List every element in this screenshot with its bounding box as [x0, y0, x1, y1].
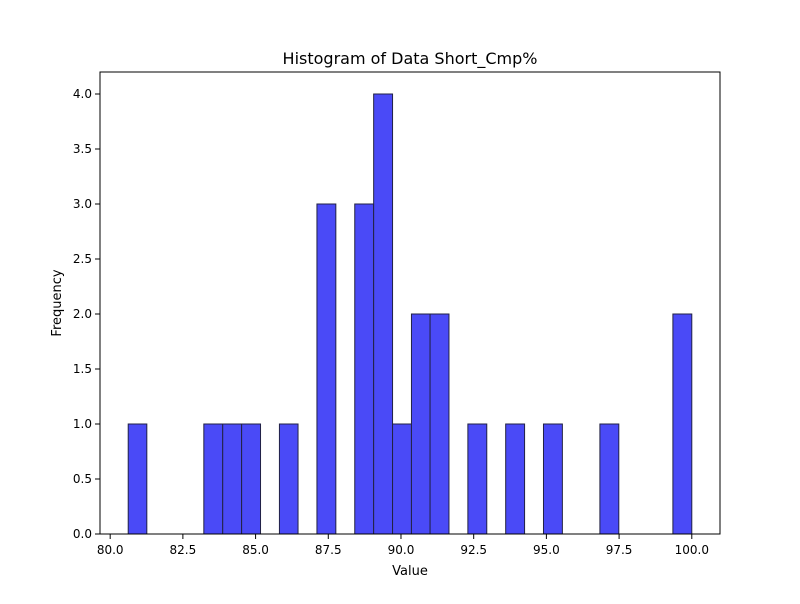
- y-tick-label: 3.5: [73, 142, 92, 156]
- y-tick-label: 2.0: [73, 307, 92, 321]
- histogram-bar: [241, 423, 262, 535]
- x-tick-label: 87.5: [315, 543, 342, 557]
- histogram-bar: [222, 423, 243, 535]
- x-tick-label: 95.0: [533, 543, 560, 557]
- y-tick-label: 1.0: [73, 417, 92, 431]
- y-tick-label: 1.5: [73, 362, 92, 376]
- histogram-bar: [127, 423, 148, 535]
- y-tick-label: 3.0: [73, 197, 92, 211]
- histogram-bar: [278, 423, 299, 535]
- histogram-bar: [410, 313, 431, 535]
- histogram-bar: [467, 423, 488, 535]
- x-axis-label: Value: [392, 564, 428, 579]
- histogram-bar: [672, 313, 693, 535]
- x-tick-label: 100.0: [675, 543, 709, 557]
- y-tick-label: 2.5: [73, 252, 92, 266]
- histogram-bar: [542, 423, 563, 535]
- y-axis-label: Frequency: [50, 269, 65, 336]
- histogram-bar: [505, 423, 526, 535]
- x-tick-label: 82.5: [170, 543, 197, 557]
- x-tick-label: 97.5: [606, 543, 633, 557]
- histogram-bar: [373, 93, 394, 535]
- histogram-bar: [354, 203, 375, 535]
- y-axis-ticks: 0.0 0.5 1.0 1.5 2.0 2.5 3.0 3.5 4.0: [73, 87, 100, 541]
- y-tick-label: 4.0: [73, 87, 92, 101]
- chart-title: Histogram of Data Short_Cmp%: [283, 49, 538, 69]
- y-tick-label: 0.5: [73, 472, 92, 486]
- y-tick-label: 0.0: [73, 527, 92, 541]
- bars-layer: [127, 93, 693, 535]
- x-tick-label: 85.0: [242, 543, 269, 557]
- x-tick-label: 80.0: [97, 543, 124, 557]
- histogram-bar: [203, 423, 224, 535]
- x-axis-ticks: 80.0 82.5 85.0 87.5 90.0 92.5 95.0 97.5 100.0: [97, 534, 709, 557]
- plot-area-frame: [99, 71, 721, 535]
- histogram-bar: [392, 423, 412, 535]
- x-tick-label: 90.0: [388, 543, 415, 557]
- histogram-bar: [429, 313, 450, 535]
- histogram-bar: [316, 203, 337, 535]
- histogram-bar: [599, 423, 620, 535]
- x-tick-label: 92.5: [460, 543, 487, 557]
